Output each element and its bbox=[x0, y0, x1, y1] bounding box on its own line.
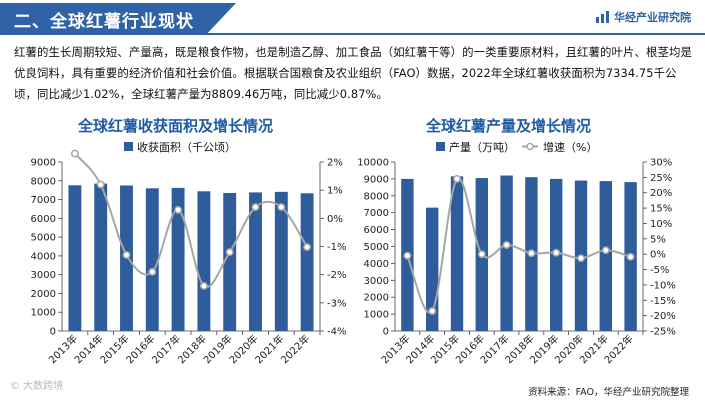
header-band bbox=[0, 3, 236, 33]
page-title: 二、全球红薯行业现状 bbox=[14, 12, 194, 32]
c0-left-tick-label: 2000 bbox=[31, 289, 56, 300]
c1-left-tick-label: 10000 bbox=[357, 158, 389, 169]
intro-paragraph: 红薯的生长周期较短、产量高，既是粮食作物，也是制造乙醇、加工食品（如红薯干等）的… bbox=[14, 45, 692, 101]
c0-right-tick-label: -2% bbox=[327, 270, 346, 281]
c1-left-tick-label: 6000 bbox=[364, 225, 389, 236]
c1-legend-marker bbox=[526, 142, 534, 151]
c0-bar bbox=[145, 188, 159, 331]
c1-left-tick-label: 8000 bbox=[364, 191, 389, 202]
c0-right-tick-label: -1% bbox=[327, 242, 346, 253]
c1-left-tick-label: 9000 bbox=[364, 174, 389, 185]
c1-left-tick-label: 1000 bbox=[364, 310, 389, 321]
c0-bar bbox=[197, 191, 211, 331]
header-divider bbox=[0, 33, 705, 35]
c1-right-tick-label: 30% bbox=[650, 158, 672, 169]
brand-logo: 华经产业研究院 bbox=[596, 9, 691, 25]
c1-left-tick-label: 3000 bbox=[364, 276, 389, 287]
c0-right-tick-label: -4% bbox=[327, 327, 346, 338]
c0-growth-point bbox=[251, 203, 260, 212]
c0-growth-point bbox=[277, 203, 286, 212]
c1-right-tick-label: 20% bbox=[650, 188, 672, 199]
c0-bar bbox=[274, 191, 288, 331]
c1-right-tick-label: 15% bbox=[650, 204, 672, 215]
c1-left-tick-label: 5000 bbox=[364, 242, 389, 253]
c1-growth-point bbox=[502, 241, 511, 249]
c1-right-tick-label: -10% bbox=[650, 280, 676, 291]
c1-right-tick-label: 0% bbox=[650, 250, 666, 261]
c1-right-tick-label: 25% bbox=[650, 173, 672, 184]
logo-icon bbox=[596, 11, 609, 23]
c0-bar bbox=[300, 193, 314, 331]
c0-growth-point bbox=[96, 180, 105, 189]
c1-left-tick-label: 4000 bbox=[364, 259, 389, 270]
chart2-title: 全球红薯产量及增长情况 bbox=[426, 117, 592, 135]
c0-left-tick-label: 0 bbox=[50, 327, 56, 338]
c0-right-tick-label: 2% bbox=[327, 158, 343, 169]
c1-left-tick-label: 2000 bbox=[364, 293, 389, 304]
c1-bar bbox=[500, 175, 513, 331]
c1-growth-point bbox=[428, 307, 437, 315]
c0-left-tick-label: 1000 bbox=[31, 308, 56, 319]
watermark-text: © 大数跨境 bbox=[10, 381, 64, 392]
c0-bar bbox=[171, 187, 185, 331]
chart1-title: 全球红薯收获面积及增长情况 bbox=[78, 117, 274, 135]
c0-bar bbox=[68, 185, 82, 331]
c0-growth-point bbox=[70, 149, 79, 158]
c0-growth-point bbox=[199, 281, 208, 290]
c1-growth-line bbox=[406, 177, 631, 314]
c0-left-tick-label: 8000 bbox=[31, 176, 56, 187]
c1-left-tick-label: 7000 bbox=[364, 208, 389, 219]
c0-growth-point bbox=[303, 243, 312, 252]
c1-growth-point bbox=[477, 250, 486, 259]
c1-growth-point bbox=[527, 249, 536, 258]
source-note: 资料来源：FAO，华经产业研究院整理 bbox=[528, 387, 689, 398]
c1-right-tick-label: -20% bbox=[650, 311, 676, 322]
c1-right-tick-label: -15% bbox=[650, 296, 676, 307]
c0-right-tick-label: -3% bbox=[327, 298, 346, 309]
c1-right-tick-label: -25% bbox=[650, 327, 676, 338]
c0-x-tick-label: 2022年 bbox=[278, 332, 312, 366]
c1-growth-point bbox=[601, 246, 610, 255]
c1-left-tick-label: 0 bbox=[383, 327, 389, 338]
c1-growth-point bbox=[552, 248, 561, 257]
c1-legend-label: 增速（%） bbox=[543, 140, 597, 154]
c1-legend-swatch bbox=[436, 142, 445, 151]
brand-name: 华经产业研究院 bbox=[614, 11, 691, 24]
c0-bar bbox=[249, 192, 262, 331]
c1-right-tick-label: 5% bbox=[650, 234, 666, 245]
c0-right-tick-label: 1% bbox=[327, 186, 343, 197]
c0-left-tick-label: 7000 bbox=[31, 195, 56, 206]
c0-growth-point bbox=[148, 267, 157, 276]
c0-left-tick-label: 5000 bbox=[31, 233, 56, 244]
c0-bar bbox=[94, 183, 108, 331]
c1-bar bbox=[450, 176, 464, 331]
c0-left-tick-label: 4000 bbox=[31, 251, 56, 262]
page-header: 二、全球红薯行业现状 华经产业研究院 bbox=[0, 0, 705, 38]
c0-left-tick-label: 6000 bbox=[31, 214, 56, 225]
c0-legend-label: 收获面积（千公顷） bbox=[137, 140, 236, 154]
c0-left-tick-label: 3000 bbox=[31, 270, 56, 281]
c1-right-tick-label: -5% bbox=[650, 265, 669, 276]
c0-growth-point bbox=[225, 248, 234, 257]
c0-growth-point bbox=[122, 251, 131, 259]
c1-growth-point bbox=[577, 254, 585, 263]
c1-growth-point bbox=[453, 174, 461, 183]
c1-bar bbox=[599, 181, 612, 331]
c0-growth-point bbox=[174, 205, 183, 214]
c0-bar bbox=[223, 192, 237, 331]
c1-growth-point bbox=[626, 252, 635, 261]
c0-left-tick-label: 9000 bbox=[31, 158, 56, 169]
c1-growth-point bbox=[403, 251, 412, 260]
c0-growth-line bbox=[74, 152, 308, 289]
c0-right-tick-label: 0% bbox=[327, 214, 343, 225]
c1-legend-label: 产量（万吨） bbox=[449, 140, 515, 154]
c0-legend-swatch bbox=[124, 142, 133, 151]
c1-right-tick-label: 10% bbox=[650, 219, 672, 230]
